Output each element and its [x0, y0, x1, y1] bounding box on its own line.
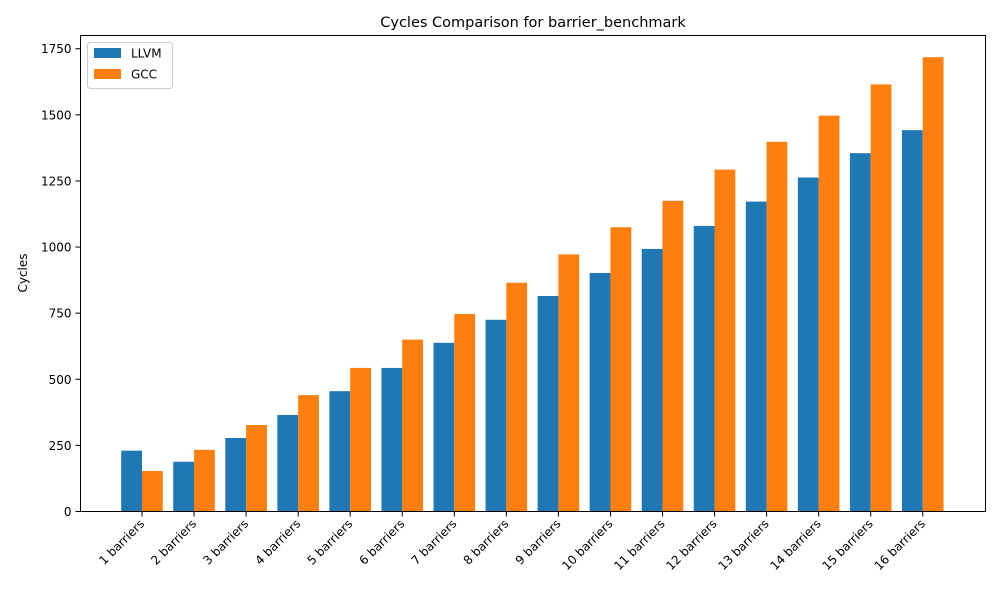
bar-llvm-4	[277, 414, 299, 512]
x-tick-label: 3 barriers	[200, 517, 251, 568]
chart-title: Cycles Comparison for barrier_benchmark	[380, 15, 686, 31]
x-tick-label: 2 barriers	[148, 517, 199, 568]
x-tick-label: 6 barriers	[356, 517, 407, 568]
y-axis: 0 250 500 750 1000 1250 1500 1750	[41, 42, 81, 519]
plot-frame	[80, 35, 986, 512]
legend-swatch-llvm	[94, 48, 121, 58]
bar-llvm-2	[173, 461, 195, 512]
y-tick-label: 750	[49, 307, 72, 321]
bar-llvm-12	[693, 225, 715, 512]
y-tick-label: 1000	[41, 241, 72, 255]
bar-gcc-2	[194, 449, 215, 512]
x-tick-label: 10 barriers	[559, 517, 615, 573]
bar-gcc-3	[246, 425, 267, 512]
x-tick-label: 14 barriers	[767, 517, 823, 573]
bar-gcc-14	[818, 115, 840, 512]
bar-llvm-13	[745, 201, 767, 512]
bar-llvm-1	[121, 450, 142, 512]
bar-llvm-16	[901, 130, 923, 512]
bar-gcc-16	[922, 57, 944, 512]
bar-llvm-15	[849, 153, 871, 512]
x-tick-label: 11 barriers	[611, 517, 667, 573]
y-tick-label: 0	[64, 505, 72, 519]
bar-gcc-9	[558, 254, 580, 512]
y-tick-label: 1750	[41, 42, 72, 56]
bar-gcc-5	[350, 367, 371, 512]
bar-gcc-15	[870, 84, 892, 512]
x-tick-label: 16 barriers	[872, 517, 928, 573]
bar-gcc-1	[142, 471, 163, 512]
bar-gcc-8	[506, 282, 528, 512]
bar-llvm-3	[225, 437, 247, 512]
x-tick-label: 4 barriers	[252, 517, 303, 568]
y-tick-label: 500	[49, 373, 72, 387]
y-tick-label: 1500	[41, 108, 72, 122]
bar-llvm-6	[381, 367, 403, 512]
x-tick-label: 7 barriers	[409, 517, 460, 568]
bar-llvm-9	[537, 295, 559, 512]
bar-gcc-11	[662, 200, 684, 512]
x-tick-label: 1 barriers	[96, 517, 147, 568]
x-tick-label: 5 barriers	[304, 517, 355, 568]
bar-llvm-8	[485, 319, 507, 512]
y-tick-label: 1250	[41, 174, 72, 188]
y-tick-label: 250	[49, 439, 72, 453]
bars-group	[121, 57, 944, 512]
y-axis-label: Cycles	[16, 253, 30, 292]
bar-llvm-11	[641, 248, 663, 512]
bar-llvm-10	[589, 272, 611, 512]
x-axis: 1 barriers 2 barriers 3 barriers 4 barriers…	[96, 511, 928, 573]
bar-gcc-12	[714, 169, 736, 512]
bar-gcc-6	[402, 339, 424, 512]
x-tick-label: 12 barriers	[663, 517, 719, 573]
legend: LLVM GCC	[87, 42, 173, 89]
x-tick-label: 13 barriers	[715, 517, 771, 573]
bar-llvm-5	[329, 391, 351, 512]
bar-gcc-10	[610, 227, 632, 512]
bar-gcc-7	[454, 313, 476, 512]
bar-gcc-13	[766, 141, 788, 512]
legend-swatch-gcc	[94, 69, 121, 79]
bar-llvm-7	[433, 342, 455, 512]
bar-llvm-14	[797, 177, 819, 512]
legend-label-llvm: LLVM	[131, 47, 162, 61]
legend-label-gcc: GCC	[131, 68, 157, 82]
x-tick-label: 8 barriers	[461, 517, 512, 568]
bar-gcc-4	[298, 395, 319, 512]
x-tick-label: 15 barriers	[820, 517, 876, 573]
x-tick-label: 9 barriers	[513, 517, 564, 568]
